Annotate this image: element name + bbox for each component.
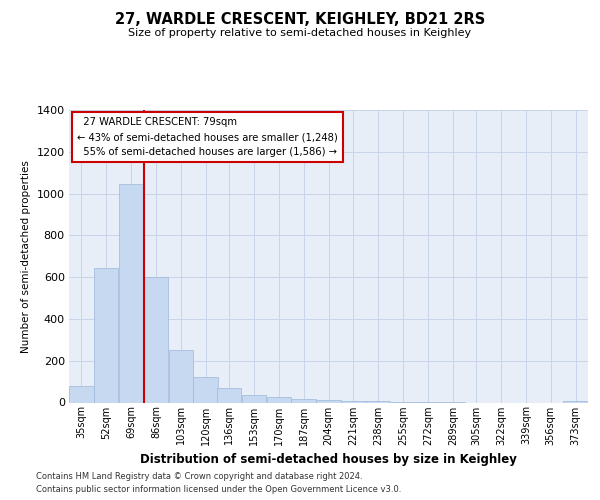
Bar — [193, 378, 218, 402]
Text: Contains HM Land Registry data © Crown copyright and database right 2024.: Contains HM Land Registry data © Crown c… — [36, 472, 362, 481]
Bar — [217, 388, 241, 402]
Text: 27, WARDLE CRESCENT, KEIGHLEY, BD21 2RS: 27, WARDLE CRESCENT, KEIGHLEY, BD21 2RS — [115, 12, 485, 28]
Bar — [242, 394, 266, 402]
X-axis label: Distribution of semi-detached houses by size in Keighley: Distribution of semi-detached houses by … — [140, 453, 517, 466]
Bar — [119, 184, 143, 402]
Bar — [69, 386, 94, 402]
Text: Size of property relative to semi-detached houses in Keighley: Size of property relative to semi-detach… — [128, 28, 472, 38]
Bar — [144, 277, 168, 402]
Bar — [169, 350, 193, 403]
Y-axis label: Number of semi-detached properties: Number of semi-detached properties — [21, 160, 31, 352]
Bar — [292, 398, 316, 402]
Bar — [266, 396, 291, 402]
Text: 27 WARDLE CRESCENT: 79sqm
← 43% of semi-detached houses are smaller (1,248)
  55: 27 WARDLE CRESCENT: 79sqm ← 43% of semi-… — [77, 118, 338, 157]
Bar — [341, 401, 365, 402]
Bar — [94, 268, 118, 402]
Bar — [563, 401, 588, 402]
Bar — [316, 400, 341, 402]
Text: Contains public sector information licensed under the Open Government Licence v3: Contains public sector information licen… — [36, 485, 401, 494]
